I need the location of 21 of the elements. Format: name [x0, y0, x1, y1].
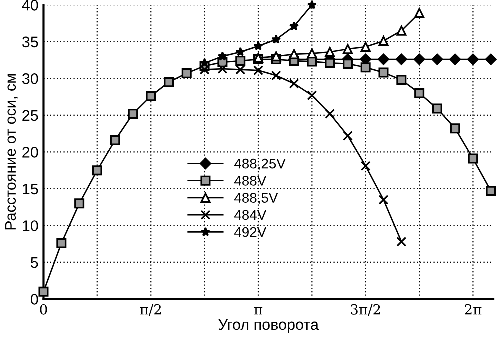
- y-tick-label: 25: [22, 110, 38, 122]
- x-axis-title: Угол поворота: [218, 320, 319, 334]
- y-tick-label: 35: [22, 36, 38, 48]
- y-tick-label: 10: [23, 220, 38, 232]
- x-tick-label: π/2: [140, 304, 162, 316]
- legend-label: 488,5V: [234, 193, 278, 205]
- legend-label: 488,25V: [234, 158, 286, 170]
- y-tick-label: 15: [23, 184, 38, 195]
- y-tick-label: 5: [30, 258, 38, 268]
- y-tick-label: 20: [22, 147, 38, 158]
- x-tick-label: 3π/2: [351, 304, 380, 316]
- y-axis-title: Расстояние от оси, см: [5, 74, 18, 230]
- x-tick-label: 0: [40, 304, 48, 315]
- legend-label: 492V: [234, 227, 267, 238]
- y-tick-label: 40: [22, 0, 38, 11]
- y-tick-label: 0: [30, 294, 38, 305]
- legend-label: 484V: [234, 210, 267, 220]
- x-tick-label: π: [254, 307, 263, 315]
- legend-label: 488V: [234, 176, 267, 186]
- x-tick-label: 2π: [465, 304, 482, 315]
- y-tick-label: 30: [22, 74, 38, 84]
